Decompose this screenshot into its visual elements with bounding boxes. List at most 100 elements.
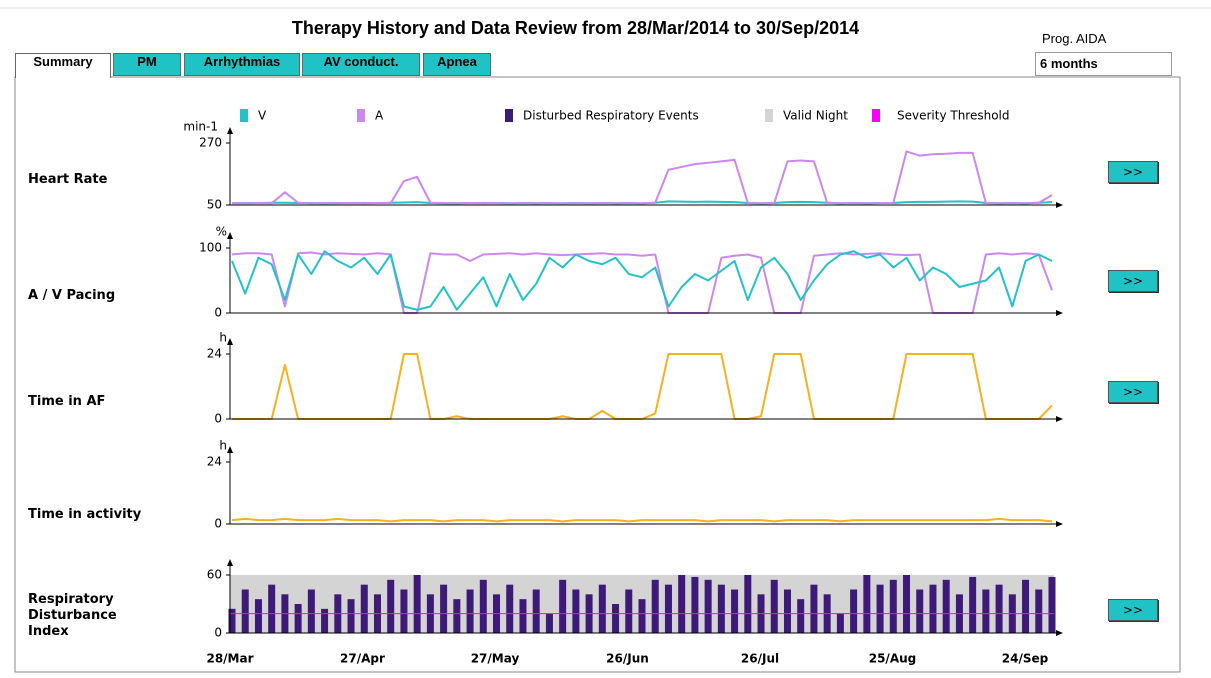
rdi-bar bbox=[731, 589, 739, 633]
tab[interactable]: Apnea bbox=[423, 53, 491, 76]
program-label: Prog. AIDA bbox=[1042, 31, 1107, 46]
rdi-bar bbox=[625, 589, 633, 633]
series-line bbox=[231, 250, 1053, 311]
rdi-bar bbox=[1048, 576, 1056, 633]
y-axis-arrow bbox=[227, 232, 233, 239]
rdi-bar bbox=[876, 584, 884, 633]
rdi-bar bbox=[942, 579, 950, 633]
y-tick-label: 60 bbox=[207, 568, 222, 582]
panel-label: Heart Rate bbox=[28, 172, 108, 187]
rdi-bar bbox=[347, 599, 355, 633]
period-select[interactable]: 6 months bbox=[1035, 52, 1172, 76]
rdi-bar bbox=[797, 599, 805, 633]
rdi-bar bbox=[850, 589, 858, 633]
tab[interactable]: AV conduct. bbox=[302, 53, 420, 76]
rdi-bar bbox=[995, 584, 1003, 633]
legend-swatch bbox=[765, 109, 773, 122]
rdi-bar bbox=[387, 579, 395, 633]
panel-label: Time in AF bbox=[28, 394, 106, 409]
rdi-bar bbox=[903, 575, 911, 633]
rdi-bar bbox=[929, 584, 937, 633]
y-axis-arrow bbox=[227, 446, 233, 453]
series-line bbox=[231, 150, 1053, 205]
rdi-bar bbox=[466, 589, 474, 633]
detail-button[interactable]: >> bbox=[1108, 270, 1158, 292]
x-axis-arrow bbox=[1056, 416, 1063, 422]
rdi-bar bbox=[545, 613, 553, 633]
legend-label: A bbox=[375, 109, 384, 123]
y-tick-label: 24 bbox=[207, 455, 222, 469]
y-tick-label: 100 bbox=[199, 241, 222, 255]
rdi-bar bbox=[863, 575, 871, 633]
panel-label: Respiratory Disturbance Index bbox=[28, 592, 117, 639]
rdi-bar bbox=[678, 575, 686, 633]
unit-label: % bbox=[216, 225, 227, 239]
rdi-bar bbox=[744, 575, 752, 633]
y-tick-label: 270 bbox=[199, 136, 222, 150]
x-tick-label: 27/May bbox=[471, 652, 520, 666]
x-tick-label: 26/Jul bbox=[741, 652, 779, 666]
panel-label: Time in activity bbox=[28, 507, 142, 522]
legend-label: V bbox=[258, 109, 267, 123]
series-line bbox=[231, 517, 1053, 523]
content-frame bbox=[14, 76, 1181, 673]
unit-label: h bbox=[219, 439, 227, 453]
rdi-bar bbox=[228, 608, 236, 633]
rdi-bar bbox=[783, 589, 791, 633]
rdi-bar bbox=[241, 589, 249, 633]
rdi-bar bbox=[268, 584, 276, 633]
rdi-bar bbox=[889, 579, 897, 633]
rdi-bar bbox=[664, 584, 672, 633]
rdi-bar bbox=[638, 599, 646, 633]
rdi-bar bbox=[717, 584, 725, 633]
rdi-bar bbox=[519, 599, 527, 633]
legend-label: Severity Threshold bbox=[897, 109, 1010, 123]
rdi-bar bbox=[321, 608, 329, 633]
x-tick-label: 26/Jun bbox=[606, 652, 649, 666]
rdi-bar bbox=[770, 579, 778, 633]
rdi-bar bbox=[612, 604, 620, 633]
detail-button[interactable]: >> bbox=[1108, 599, 1158, 621]
y-axis-arrow bbox=[227, 559, 233, 566]
rdi-bar bbox=[506, 584, 514, 633]
rdi-bar bbox=[916, 589, 924, 633]
y-axis-arrow bbox=[227, 127, 233, 134]
rdi-bar bbox=[532, 589, 540, 633]
detail-button[interactable]: >> bbox=[1108, 381, 1158, 403]
rdi-bar bbox=[704, 579, 712, 633]
y-tick-label: 50 bbox=[207, 198, 222, 212]
rdi-bar bbox=[400, 589, 408, 633]
rdi-bar bbox=[598, 584, 606, 633]
unit-label: min-1 bbox=[183, 120, 218, 134]
legend-label: Valid Night bbox=[783, 109, 848, 123]
rdi-bar bbox=[691, 576, 699, 633]
rdi-bar bbox=[651, 579, 659, 633]
y-axis-arrow bbox=[227, 338, 233, 345]
rdi-bar bbox=[810, 584, 818, 633]
detail-button[interactable]: >> bbox=[1108, 161, 1158, 183]
legend-swatch bbox=[872, 109, 880, 122]
unit-label: h bbox=[219, 331, 227, 345]
rdi-bar bbox=[479, 579, 487, 633]
x-tick-label: 27/Apr bbox=[340, 652, 385, 666]
rdi-bar bbox=[360, 584, 368, 633]
y-tick-label: 0 bbox=[214, 412, 222, 426]
rdi-bar bbox=[1035, 589, 1043, 633]
x-axis-arrow bbox=[1056, 310, 1063, 316]
legend-swatch bbox=[505, 109, 513, 122]
rdi-bar bbox=[969, 576, 977, 633]
rdi-bar bbox=[836, 613, 844, 633]
rdi-bar bbox=[307, 589, 315, 633]
rdi-bar bbox=[254, 599, 262, 633]
rdi-bar bbox=[572, 589, 580, 633]
rdi-bar bbox=[982, 589, 990, 633]
x-axis-arrow bbox=[1056, 202, 1063, 208]
rdi-bar bbox=[453, 599, 461, 633]
tab[interactable]: Arrhythmias bbox=[184, 53, 300, 76]
panel-label: A / V Pacing bbox=[28, 288, 116, 303]
tab[interactable]: Summary bbox=[15, 53, 111, 78]
rdi-bar bbox=[559, 579, 567, 633]
tab[interactable]: PM bbox=[113, 53, 181, 76]
